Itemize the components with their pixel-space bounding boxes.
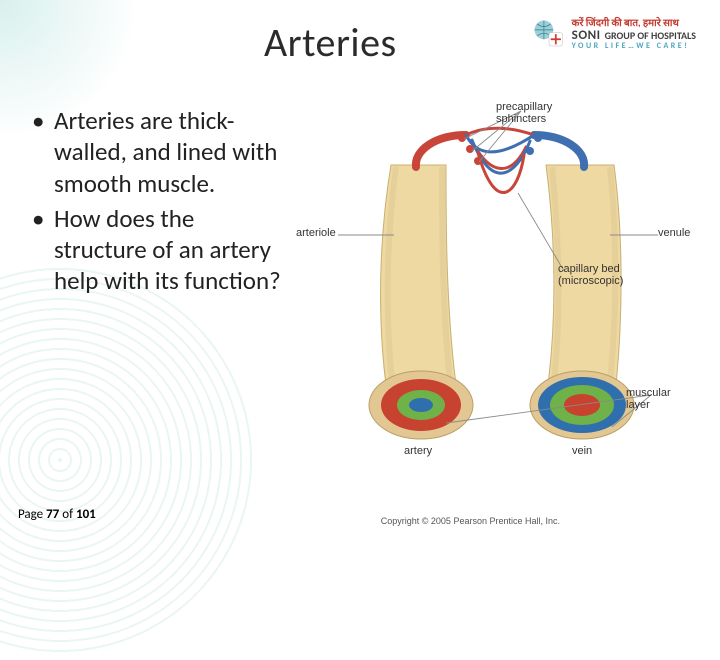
bullet-item: How does the structure of an artery help…	[54, 203, 288, 297]
slide: Arteries करें जिंदगी की बात, हमारे साथ S…	[0, 0, 720, 540]
logo-brand: SONI GROUP OF HOSPITALS	[572, 29, 696, 43]
label-arteriole: arteriole	[296, 227, 336, 239]
bullet-item: Arteries are thick-walled, and lined wit…	[54, 105, 288, 199]
logo-tagline: YOUR LIFE…WE CARE!	[572, 42, 696, 50]
label-vein: vein	[572, 445, 592, 457]
page-title: Arteries	[264, 18, 397, 67]
diagram-svg	[296, 105, 696, 495]
header: Arteries करें जिंदगी की बात, हमारे साथ S…	[24, 18, 696, 67]
diagram-copyright: Copyright © 2005 Pearson Prentice Hall, …	[381, 516, 560, 526]
label-artery: artery	[404, 445, 432, 457]
label-precapillary: precapillary sphincters	[496, 101, 552, 125]
logo-brand-bold: SONI	[572, 29, 601, 43]
anatomy-diagram: precapillary sphincters arteriole venule…	[296, 105, 696, 495]
hospital-logo: करें जिंदगी की बात, हमारे साथ SONI GROUP…	[532, 18, 696, 52]
footer-current: 77	[46, 507, 59, 522]
footer-prefix: Page	[18, 507, 46, 522]
label-capillary-bed: capillary bed (microscopic)	[558, 263, 623, 287]
label-muscular-layer: muscular layer	[626, 387, 696, 411]
bullet-list: Arteries are thick-walled, and lined wit…	[24, 105, 288, 495]
content-row: Arteries are thick-walled, and lined wit…	[24, 105, 696, 495]
logo-hindi-text: करें जिंदगी की बात, हमारे साथ	[572, 18, 696, 29]
logo-brand-rest: GROUP OF HOSPITALS	[605, 31, 696, 42]
label-venule: venule	[658, 227, 690, 239]
artery-cross-section	[369, 371, 473, 439]
vein-cross-section	[530, 371, 634, 439]
page-indicator: Page 77 of 101	[18, 507, 96, 522]
globe-cross-icon	[532, 18, 566, 52]
footer-middle: of	[59, 507, 76, 522]
footer-total: 101	[76, 507, 96, 522]
logo-text: करें जिंदगी की बात, हमारे साथ SONI GROUP…	[572, 18, 696, 51]
